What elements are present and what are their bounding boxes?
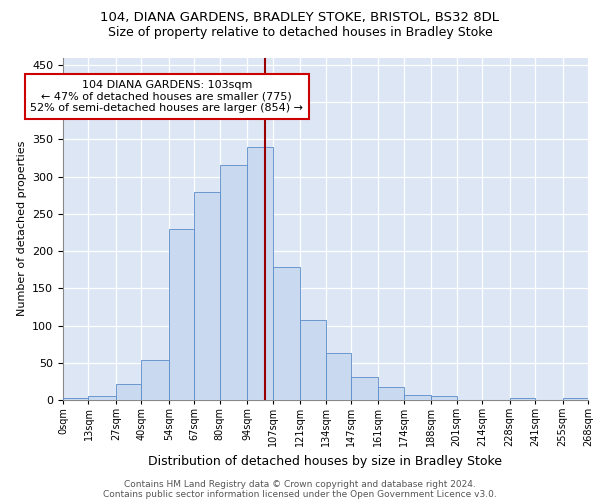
Bar (351, 377, 379, 400)
Text: 104 DIANA GARDENS: 103sqm
← 47% of detached houses are smaller (775)
52% of semi: 104 DIANA GARDENS: 103sqm ← 47% of detac… (31, 80, 304, 113)
Y-axis label: Number of detached properties: Number of detached properties (17, 141, 26, 316)
Bar (142, 360, 169, 400)
Bar (169, 229, 194, 400)
Text: 104, DIANA GARDENS, BRADLEY STOKE, BRISTOL, BS32 8DL: 104, DIANA GARDENS, BRADLEY STOKE, BRIST… (101, 11, 499, 24)
Bar (272, 268, 300, 400)
X-axis label: Distribution of detached houses by size in Bradley Stoke: Distribution of detached houses by size … (149, 455, 503, 468)
Bar (300, 320, 325, 400)
Text: Contains HM Land Registry data © Crown copyright and database right 2024.
Contai: Contains HM Land Registry data © Crown c… (103, 480, 497, 499)
Text: Size of property relative to detached houses in Bradley Stoke: Size of property relative to detached ho… (107, 26, 493, 39)
Bar (220, 166, 247, 400)
Bar (63, 398, 88, 400)
Bar (116, 384, 142, 400)
Bar (431, 396, 457, 400)
Bar (88, 396, 116, 400)
Bar (325, 353, 351, 400)
Bar (247, 147, 272, 400)
Bar (194, 192, 220, 400)
Bar (379, 386, 404, 400)
Bar (563, 398, 588, 400)
Bar (404, 395, 431, 400)
Bar (509, 398, 535, 400)
